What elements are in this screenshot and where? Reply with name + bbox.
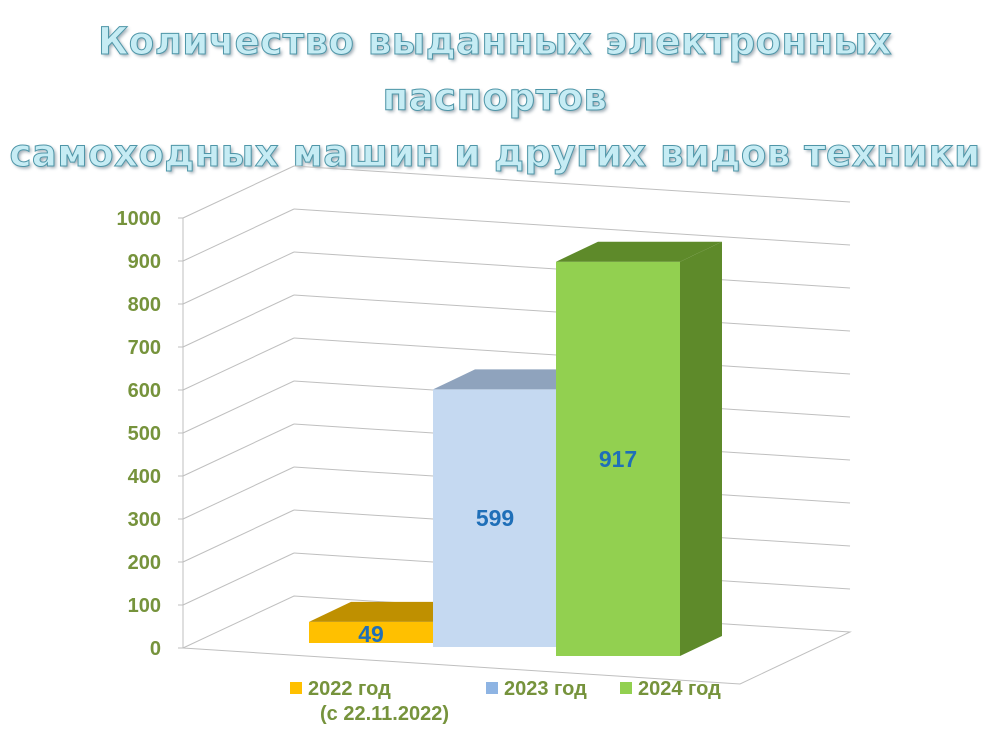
y-tick-label: 300 xyxy=(128,509,161,531)
legend-label-2024: 2024 год xyxy=(638,678,721,700)
y-tick-label: 100 xyxy=(128,595,161,617)
bar-side-2 xyxy=(680,241,722,656)
back-gridline xyxy=(293,208,851,246)
y-tick-label: 500 xyxy=(128,423,161,445)
legend-label-2022: 2022 год xyxy=(308,678,391,700)
y-tick-label: 1000 xyxy=(117,208,162,230)
data-label-1: 599 xyxy=(476,505,514,531)
bar-front-1 xyxy=(433,389,557,647)
y-tick-label: 600 xyxy=(128,380,161,402)
legend-label-2023: 2023 год xyxy=(504,678,587,700)
y-tick-label: 0 xyxy=(150,638,161,660)
legend-swatch-2024 xyxy=(620,682,632,694)
back-gridline xyxy=(293,165,851,203)
y-tick-label: 700 xyxy=(128,337,161,359)
legend-item-2022: 2022 год (с 22.11.2022) xyxy=(290,678,449,726)
legend-item-2024: 2024 год xyxy=(620,678,721,701)
legend-sublabel-2022: (с 22.11.2022) xyxy=(320,703,449,725)
side-gridline xyxy=(182,165,295,219)
chart-title-line-1: Количество выданных электронных паспорто… xyxy=(98,20,892,120)
data-label-2: 917 xyxy=(599,446,637,472)
side-gridline xyxy=(182,337,295,391)
y-tick-label: 400 xyxy=(128,466,161,488)
y-tick-label: 200 xyxy=(128,552,161,574)
y-tick-label: 900 xyxy=(128,251,161,273)
chart-floor xyxy=(182,595,852,685)
bar-front-0 xyxy=(309,621,433,643)
bar-top-2 xyxy=(556,241,722,262)
side-gridline xyxy=(182,466,295,520)
y-tick-label: 800 xyxy=(128,294,161,316)
data-label-0: 49 xyxy=(358,621,384,647)
side-gridline xyxy=(182,294,295,348)
legend-swatch-2023 xyxy=(486,682,498,694)
bar-front-2 xyxy=(556,261,680,656)
legend-item-2023: 2023 год xyxy=(486,678,587,701)
side-gridline xyxy=(182,423,295,477)
chart-title-line-2: самоходных машин и других видов техники xyxy=(9,132,981,176)
chart-title: Количество выданных электронных паспорто… xyxy=(0,14,990,182)
chart-legend: 2022 год (с 22.11.2022) 2023 год 2024 го… xyxy=(290,678,770,738)
legend-swatch-2022 xyxy=(290,682,302,694)
side-gridline xyxy=(182,208,295,262)
side-gridline xyxy=(182,552,295,606)
side-gridline xyxy=(182,380,295,434)
side-gridline xyxy=(182,509,295,563)
side-gridline xyxy=(182,251,295,305)
